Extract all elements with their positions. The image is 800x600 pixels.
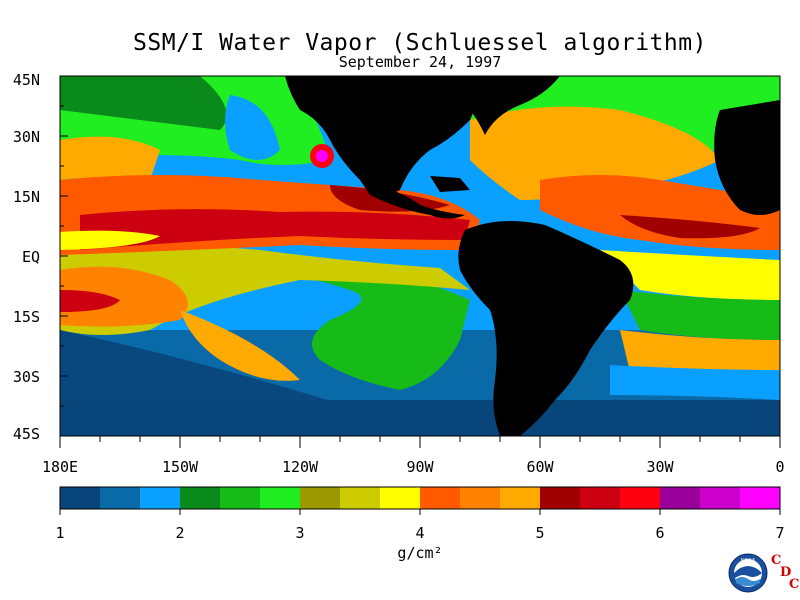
north-atlantic-orange — [470, 106, 720, 200]
colorbar-label-7: 7 — [775, 524, 785, 542]
colorbar-label-5: 5 — [535, 524, 545, 542]
colorbar-swatch — [140, 487, 180, 509]
south-atlantic-orange — [620, 330, 780, 372]
latitude-label-30n: 30N — [12, 128, 40, 146]
latitude-label-15s: 15S — [12, 308, 40, 326]
noaa-logo-text: NOAA — [741, 558, 756, 564]
map-title: SSM/I Water Vapor (Schluessel algorithm) — [133, 30, 707, 56]
south-america-land — [458, 221, 634, 436]
itcz-yellow — [60, 230, 160, 250]
hurricane-eye-wall — [316, 150, 328, 162]
colorbar-label-1: 1 — [55, 524, 65, 542]
colorbar-swatch — [740, 487, 780, 509]
south-atlantic-blue — [610, 365, 780, 400]
africa-land — [714, 100, 780, 215]
south-pacific-green — [150, 250, 470, 390]
colorbar-swatch — [100, 487, 140, 509]
longitude-label-120w: 120W — [281, 458, 319, 476]
colorbar-swatch — [380, 487, 420, 509]
latitude-ticks — [60, 75, 68, 437]
colorbar-swatch — [660, 487, 700, 509]
longitude-label-0: 0 — [775, 458, 785, 476]
north-pacific-dry-tongue — [225, 95, 280, 160]
colorbar-swatch — [60, 487, 100, 509]
map-field — [60, 76, 780, 436]
north-pacific-darkgreen — [60, 76, 227, 130]
longitude-label-90w: 90W — [406, 458, 434, 476]
latitude-label-45n: 45N — [12, 71, 40, 89]
latitude-label-equator: EQ — [21, 248, 40, 266]
longitude-label-60w: 60W — [526, 458, 554, 476]
colorbar-swatch — [180, 487, 220, 509]
eastern-north-america-land — [470, 76, 560, 135]
cdc-letter-2: D — [780, 565, 792, 580]
colorbar-swatch — [340, 487, 380, 509]
colorbar-swatch — [220, 487, 260, 509]
itcz-red — [80, 209, 470, 250]
longitude-ticks — [59, 436, 781, 448]
colorbar — [59, 486, 781, 515]
latitude-label-15n: 15N — [12, 188, 40, 206]
cdc-letter-3: C — [789, 577, 800, 592]
colorbar-swatch — [300, 487, 340, 509]
colorbar-swatch — [620, 487, 660, 509]
cdc-letter-1: C — [771, 553, 782, 568]
colorbar-swatch — [540, 487, 580, 509]
longitude-label-30w: 30W — [646, 458, 674, 476]
north-pacific-orange — [60, 136, 160, 180]
south-atlantic-yellow — [600, 250, 780, 300]
south-pacific-orange — [60, 266, 188, 327]
colorbar-swatch — [580, 487, 620, 509]
longitude-label-150w: 150W — [161, 458, 199, 476]
central-america-land — [360, 180, 465, 219]
colorbar-swatch — [420, 487, 460, 509]
colorbar-swatch — [700, 487, 740, 509]
colorbar-swatch — [460, 487, 500, 509]
band-south-pacific — [60, 330, 480, 436]
north-america-land — [285, 76, 475, 194]
colorbar-label-2: 2 — [175, 524, 185, 542]
colorbar-label-6: 6 — [655, 524, 665, 542]
noaa-logo-icon: NOAA — [728, 553, 768, 593]
caribbean-islands-land — [430, 176, 470, 192]
colorbar-units: g/cm² — [397, 544, 443, 562]
colorbar-label-3: 3 — [295, 524, 305, 542]
colorbar-swatch — [500, 487, 540, 509]
south-atlantic-green — [620, 290, 780, 340]
map-date: September 24, 1997 — [338, 53, 502, 71]
south-pacific-red — [60, 290, 120, 312]
tropical-atlantic-darkred — [620, 215, 760, 239]
latitude-label-30s: 30S — [12, 368, 40, 386]
spcz-orange — [180, 310, 300, 381]
longitude-label-180e: 180E — [41, 458, 79, 476]
colorbar-label-4: 4 — [415, 524, 425, 542]
colorbar-swatch — [260, 487, 300, 509]
latitude-label-45s: 45S — [12, 425, 40, 443]
